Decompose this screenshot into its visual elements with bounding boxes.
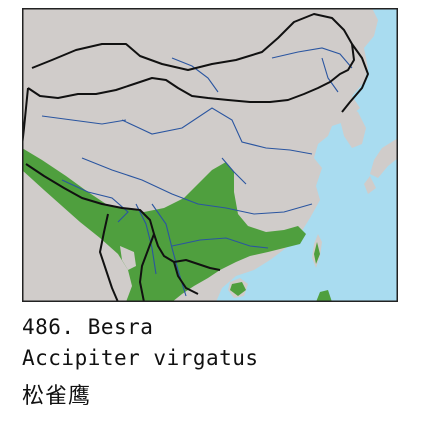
river-yellow	[121, 107, 313, 155]
species-number: 486.	[22, 315, 75, 339]
river-yangtze	[81, 157, 313, 215]
river-han	[221, 157, 247, 185]
species-number-and-name: 486. Besra	[22, 315, 153, 339]
rivers	[41, 47, 353, 297]
river-amur	[271, 47, 353, 69]
land-japan	[370, 138, 398, 178]
common-name: Besra	[87, 315, 154, 339]
scientific-name: Accipiter virgatus	[22, 346, 259, 370]
land-kyushu	[364, 176, 376, 194]
map-border	[22, 8, 398, 302]
river-salween	[135, 203, 157, 275]
river-tarim	[41, 115, 127, 125]
river-brahmaputra	[61, 179, 129, 223]
river-mongolia	[171, 57, 219, 93]
chinese-name: 松雀鹰	[22, 384, 92, 409]
range-gap	[120, 246, 136, 270]
river-heilong-south	[321, 57, 339, 93]
border-indochina	[139, 233, 155, 302]
border-china-north	[27, 13, 355, 103]
border-china-south	[25, 163, 221, 271]
borders	[22, 13, 369, 302]
border-laos	[173, 261, 199, 295]
land-korea	[340, 104, 366, 148]
range-main	[22, 148, 306, 302]
river-pearl	[171, 237, 269, 249]
range-hainan	[230, 282, 246, 296]
border-china-northeast	[341, 43, 369, 113]
range-map	[22, 8, 398, 302]
range-taiwan	[314, 242, 320, 264]
range-map-svg	[22, 8, 398, 302]
range-sumatra	[316, 290, 332, 302]
border-burma	[99, 213, 119, 302]
